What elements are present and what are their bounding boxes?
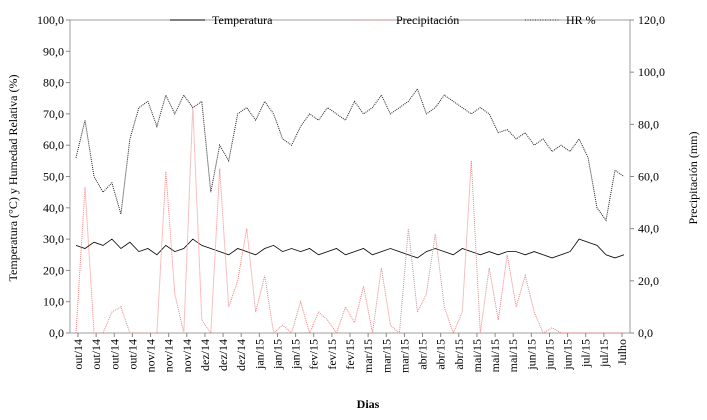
x-tick-label: abr/15	[434, 339, 448, 370]
x-tick-label: mai/15	[470, 339, 484, 372]
x-tick-label: out/14	[89, 339, 103, 370]
x-tick-label: fev/15	[325, 339, 339, 370]
x-tick-label: dez/14	[216, 339, 230, 371]
y-tick-label: 70,0	[43, 107, 64, 121]
y-axis-title: Temperatura (°C) y Humedad Relativa (%)	[6, 75, 20, 282]
y-tick-label: 50,0	[43, 170, 64, 184]
y-tick-label: 60,0	[43, 138, 64, 152]
x-tick-label: mar/15	[397, 339, 411, 373]
y-tick-label: 30,0	[43, 232, 64, 246]
y-tick-label: 80,0	[43, 76, 64, 90]
x-tick-label: jul/15	[597, 339, 611, 368]
legend-label-hr: HR %	[566, 13, 596, 27]
x-tick-label: Julho	[615, 339, 629, 365]
series-temperatura	[76, 239, 624, 258]
x-tick-label: out/14	[125, 339, 139, 370]
x-tick-label: abr/15	[452, 339, 466, 370]
x-tick-label: jul/15	[579, 339, 593, 368]
y2-tick-label: 40,0	[638, 222, 659, 236]
y2-tick-label: 120,0	[638, 13, 665, 27]
y2-tick-label: 20,0	[638, 274, 659, 288]
y-tick-label: 100,0	[37, 13, 64, 27]
y2-tick-label: 100,0	[638, 65, 665, 79]
x-tick-label: nov/14	[180, 339, 194, 372]
x-tick-label: jan/15	[270, 339, 284, 370]
plot-area	[70, 20, 630, 333]
y-tick-label: 20,0	[43, 263, 64, 277]
x-tick-label: jun/15	[542, 339, 556, 371]
y2-tick-label: 0,0	[638, 326, 653, 340]
x-axis-title: Dias	[357, 397, 380, 411]
x-tick-label: out/14	[107, 339, 121, 370]
x-tick-label: jan/15	[289, 339, 303, 370]
legend-label-temperatura: Temperatura	[212, 13, 273, 27]
x-tick-label: mai/15	[506, 339, 520, 372]
x-tick-label: jan/15	[252, 339, 266, 370]
legend-label-precipitacion: Precipitación	[396, 13, 459, 27]
y-tick-label: 0,0	[49, 326, 64, 340]
x-tick-label: nov/14	[162, 339, 176, 372]
x-tick-label: mai/15	[488, 339, 502, 372]
x-tick-label: out/14	[71, 339, 85, 370]
x-tick-label: dez/14	[198, 339, 212, 371]
x-tick-label: fev/15	[307, 339, 321, 370]
y-tick-label: 10,0	[43, 295, 64, 309]
x-tick-label: mar/15	[361, 339, 375, 373]
x-tick-label: jun/15	[561, 339, 575, 371]
y-tick-label: 90,0	[43, 44, 64, 58]
y2-tick-label: 80,0	[638, 117, 659, 131]
series-hr	[76, 89, 624, 220]
y-tick-label: 40,0	[43, 201, 64, 215]
y2-tick-label: 60,0	[638, 170, 659, 184]
x-tick-label: fev/15	[343, 339, 357, 370]
x-tick-label: mar/15	[379, 339, 393, 373]
y2-axis-title: Precipitación (mm)	[686, 132, 700, 225]
x-tick-label: nov/14	[144, 339, 158, 372]
x-tick-label: abr/15	[416, 339, 430, 370]
x-tick-label: dez/14	[234, 339, 248, 371]
x-tick-label: jun/15	[524, 339, 538, 371]
